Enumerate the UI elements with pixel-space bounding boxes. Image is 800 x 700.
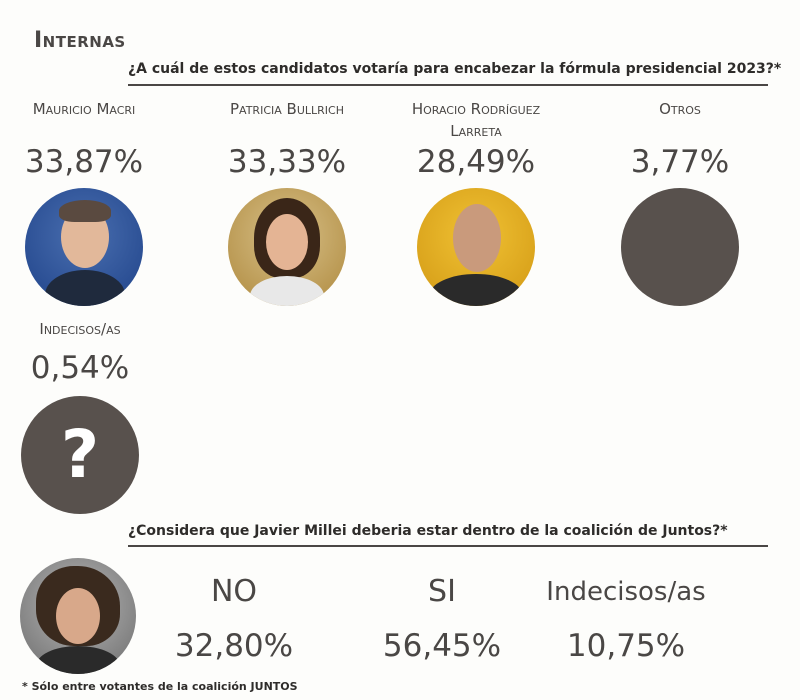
candidate-name: Patricia Bullrich	[230, 100, 344, 118]
answer-undecided: Indecisos/as 10,75%	[526, 572, 726, 666]
photo-millei	[20, 558, 136, 674]
candidate-name: Mauricio Macri	[32, 100, 136, 118]
question-candidates: ¿A cuál de estos candidatos votaría para…	[128, 61, 782, 77]
candidate-otros: Otros 3,77%	[590, 98, 770, 306]
candidate-percentage: 33,87%	[24, 144, 144, 180]
divider-2	[128, 545, 768, 547]
answer-label: NO	[210, 574, 258, 609]
candidate-name: Horacio Rodríguez Larreta	[411, 100, 541, 140]
answer-label: SI	[428, 574, 456, 609]
placeholder-circle	[621, 188, 739, 306]
section-title: Internas	[34, 28, 126, 53]
answer-percentage: 10,75%	[566, 628, 686, 664]
candidate-photo-bullrich	[228, 188, 346, 306]
question-millei: ¿Considera que Javier Millei deberia est…	[128, 523, 728, 539]
question-mark-glyph: ?	[60, 416, 100, 493]
candidate-undecided: Indecisos/as 0,54% ?	[0, 318, 170, 514]
question-mark-icon: ?	[21, 396, 139, 514]
candidate-percentage: 33,33%	[227, 144, 347, 180]
answer-percentage: 32,80%	[174, 628, 294, 664]
candidate-photo-larreta	[417, 188, 535, 306]
answer-no: NO 32,80%	[134, 572, 334, 666]
candidate-percentage: 3,77%	[630, 144, 730, 180]
candidate-percentage: 0,54%	[30, 350, 130, 386]
answer-percentage: 56,45%	[382, 628, 502, 664]
candidate-name: Indecisos/as	[39, 320, 121, 338]
candidate-name: Otros	[659, 100, 701, 118]
candidate-percentage: 28,49%	[416, 144, 536, 180]
answer-label: Indecisos/as	[546, 577, 706, 607]
divider-1	[128, 84, 768, 86]
footnote: * Sólo entre votantes de la coalición JU…	[22, 680, 298, 693]
candidate-larreta: Horacio Rodríguez Larreta 28,49%	[386, 98, 566, 306]
candidate-macri: Mauricio Macri 33,87%	[0, 98, 174, 306]
answer-si: SI 56,45%	[342, 572, 542, 666]
candidate-photo-macri	[25, 188, 143, 306]
candidate-bullrich: Patricia Bullrich 33,33%	[197, 98, 377, 306]
